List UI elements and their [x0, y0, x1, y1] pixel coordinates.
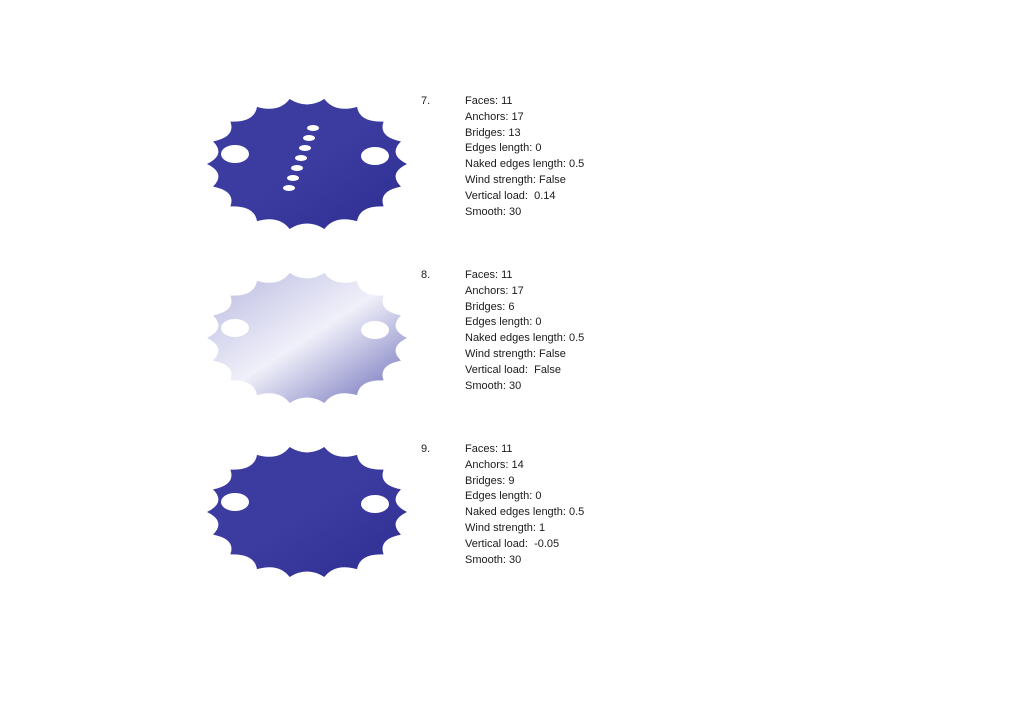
surface-hole — [361, 495, 389, 513]
parameter-list: Faces: 11 Anchors: 17 Bridges: 6 Edges l… — [465, 268, 584, 394]
surface-hole — [299, 145, 311, 151]
surface-hole — [361, 321, 389, 339]
param: Edges length: 0 — [465, 490, 542, 503]
surface-hole — [283, 185, 295, 191]
param: Anchors: 14 — [465, 458, 524, 471]
surface-hole — [303, 135, 315, 141]
param: Smooth: 30 — [465, 379, 522, 392]
surface-hole — [295, 155, 307, 161]
parameter-list: Faces: 11 Anchors: 14 Bridges: 9 Edges l… — [465, 442, 584, 568]
param: Vertical load: 0.14 — [465, 189, 556, 202]
surface-hole — [221, 319, 249, 337]
param: Edges length: 0 — [465, 316, 542, 329]
surface-hole — [291, 165, 303, 171]
surface-shape — [207, 99, 407, 229]
param: Smooth: 30 — [465, 553, 522, 566]
param: Faces: 11 — [465, 95, 513, 107]
surface-hole — [287, 175, 299, 181]
surface-shape — [207, 273, 407, 403]
param: Bridges: 13 — [465, 126, 521, 139]
param: Bridges: 6 — [465, 300, 515, 313]
param: Smooth: 30 — [465, 205, 522, 218]
surface-hole — [221, 493, 249, 511]
param: Faces: 11 — [465, 443, 513, 455]
surface-render-image — [207, 273, 407, 403]
parameter-list: Faces: 11 Anchors: 17 Bridges: 13 Edges … — [465, 94, 584, 220]
entry-9: 9. Faces: 11 Anchors: 14 Bridges: 9 Edge… — [0, 442, 1024, 612]
surface-hole — [221, 145, 249, 163]
surface-shape — [207, 447, 407, 577]
param: Wind strength: False — [465, 173, 566, 186]
param: Faces: 11 — [465, 269, 513, 281]
param: Wind strength: 1 — [465, 521, 546, 534]
surface-hole — [307, 125, 319, 131]
param: Wind strength: False — [465, 347, 566, 360]
param: Edges length: 0 — [465, 142, 542, 155]
param: Naked edges length: 0.5 — [465, 506, 585, 519]
param: Bridges: 9 — [465, 474, 515, 487]
entry-number: 7. — [421, 95, 431, 107]
param: Naked edges length: 0.5 — [465, 158, 585, 171]
surface-render-image — [207, 447, 407, 577]
param: Vertical load: -0.05 — [465, 537, 560, 550]
param: Vertical load: False — [465, 363, 561, 376]
entry-7: 7. Faces: 11 Anchors: 17 Bridges: 13 Edg… — [0, 94, 1024, 264]
surface-hole — [361, 147, 389, 165]
param: Naked edges length: 0.5 — [465, 332, 585, 345]
entry-number: 8. — [421, 269, 431, 281]
param: Anchors: 17 — [465, 284, 524, 297]
surface-render-image — [207, 99, 407, 229]
entry-8: 8. Faces: 11 Anchors: 17 Bridges: 6 Edge… — [0, 268, 1024, 438]
entry-number: 9. — [421, 443, 431, 455]
param: Anchors: 17 — [465, 110, 524, 123]
